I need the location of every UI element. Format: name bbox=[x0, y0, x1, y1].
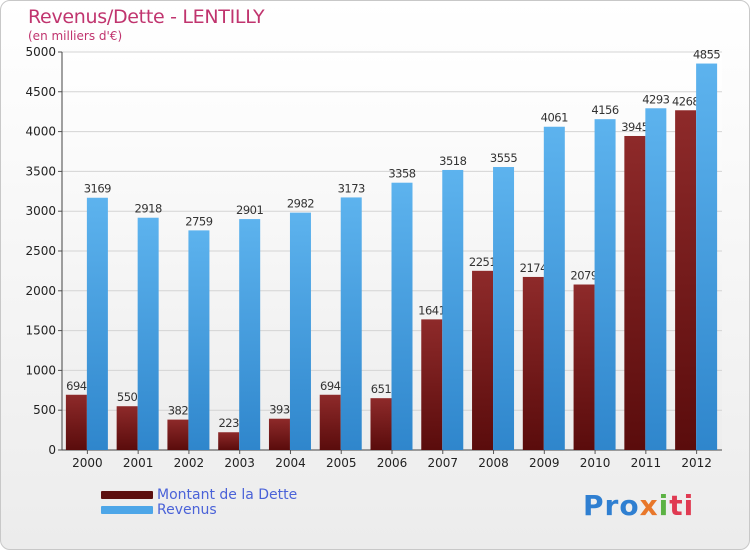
y-tick-label: 3000 bbox=[25, 204, 56, 218]
y-tick-label: 2000 bbox=[25, 284, 56, 298]
data-label-revenus: 3173 bbox=[338, 181, 365, 195]
data-label-dette: 550 bbox=[117, 390, 138, 404]
data-label-revenus: 3169 bbox=[84, 182, 111, 196]
x-tick-label: 2003 bbox=[224, 456, 255, 470]
y-tick-label: 4000 bbox=[25, 125, 56, 139]
bar-revenus bbox=[442, 169, 464, 450]
y-tick-label: 1500 bbox=[25, 324, 56, 338]
bar-revenus bbox=[594, 119, 616, 450]
bar-dette bbox=[116, 406, 138, 450]
x-tick-label: 2000 bbox=[72, 456, 103, 470]
data-label-revenus: 2759 bbox=[185, 214, 212, 228]
data-label-revenus: 4293 bbox=[642, 92, 669, 106]
data-label-dette: 694 bbox=[66, 379, 87, 393]
chart-title: Revenus/Dette - LENTILLY bbox=[28, 6, 265, 28]
legend-label-dette: Montant de la Dette bbox=[157, 486, 298, 503]
legend-label-revenus: Revenus bbox=[157, 501, 217, 518]
bar-revenus bbox=[391, 182, 413, 451]
bar-dette bbox=[65, 394, 87, 450]
bar-dette bbox=[421, 319, 443, 450]
data-label-revenus: 2901 bbox=[236, 203, 263, 217]
y-tick-label: 4500 bbox=[25, 85, 56, 99]
x-tick-label: 2005 bbox=[326, 456, 357, 470]
bar-revenus bbox=[86, 197, 108, 450]
data-label-dette: 1641 bbox=[418, 303, 445, 317]
x-tick-label: 2004 bbox=[275, 456, 306, 470]
x-tick-label: 2006 bbox=[377, 456, 408, 470]
bar-revenus bbox=[188, 230, 210, 450]
data-label-revenus: 4855 bbox=[693, 48, 720, 62]
data-label-revenus: 2982 bbox=[287, 197, 314, 211]
legend-swatch-dette bbox=[101, 490, 153, 499]
bar-dette bbox=[624, 135, 646, 450]
bar-revenus bbox=[289, 212, 311, 450]
y-tick-label: 5000 bbox=[25, 45, 56, 59]
data-label-revenus: 4156 bbox=[591, 103, 618, 117]
x-tick-label: 2010 bbox=[580, 456, 611, 470]
x-tick-label: 2002 bbox=[174, 456, 205, 470]
bar-dette bbox=[167, 419, 189, 450]
y-tick-label: 2500 bbox=[25, 244, 56, 258]
bar-dette bbox=[268, 418, 290, 450]
chart-subtitle: (en milliers d'€) bbox=[28, 29, 123, 43]
bar-dette bbox=[370, 398, 392, 450]
x-tick-label: 2011 bbox=[631, 456, 662, 470]
x-tick-label: 2007 bbox=[427, 456, 458, 470]
bar-dette bbox=[675, 110, 697, 450]
data-label-revenus: 3358 bbox=[388, 167, 415, 181]
bar-revenus bbox=[696, 63, 718, 451]
bar-revenus bbox=[239, 219, 261, 450]
legend: Montant de la Dette Revenus bbox=[101, 486, 298, 518]
data-label-dette: 382 bbox=[168, 404, 189, 418]
data-label-revenus: 2918 bbox=[135, 202, 162, 216]
data-label-dette: 2174 bbox=[520, 261, 547, 275]
bar-revenus bbox=[543, 126, 565, 451]
bar-revenus bbox=[493, 167, 515, 450]
x-tick-label: 2009 bbox=[529, 456, 560, 470]
bar-dette bbox=[573, 284, 595, 450]
bar-revenus bbox=[645, 108, 667, 451]
data-label-dette: 223 bbox=[218, 416, 239, 430]
data-label-dette: 3945 bbox=[621, 120, 648, 134]
legend-item-revenus: Revenus bbox=[101, 501, 297, 518]
y-tick-label: 0 bbox=[48, 443, 56, 457]
bar-revenus bbox=[340, 197, 362, 450]
bar-revenus bbox=[137, 217, 159, 450]
data-label-dette: 2251 bbox=[469, 255, 496, 269]
x-tick-label: 2008 bbox=[478, 456, 509, 470]
y-tick-label: 500 bbox=[33, 403, 56, 417]
bar-dette bbox=[319, 394, 341, 450]
data-label-dette: 694 bbox=[320, 379, 341, 393]
data-label-revenus: 4061 bbox=[541, 111, 568, 125]
data-label-dette: 2079 bbox=[570, 269, 597, 283]
y-tick-label: 1000 bbox=[25, 363, 56, 377]
data-label-dette: 393 bbox=[269, 403, 290, 417]
x-tick-label: 2001 bbox=[123, 456, 154, 470]
proxiti-logo: Proxiti bbox=[583, 489, 695, 522]
bar-dette bbox=[522, 276, 544, 450]
y-tick-label: 3500 bbox=[25, 164, 56, 178]
x-tick-label: 2012 bbox=[681, 456, 712, 470]
data-label-dette: 4268 bbox=[672, 94, 699, 108]
bar-dette bbox=[218, 432, 240, 450]
bar-dette bbox=[472, 270, 494, 450]
legend-item-dette: Montant de la Dette bbox=[101, 486, 298, 503]
data-label-revenus: 3555 bbox=[490, 151, 517, 165]
data-label-dette: 651 bbox=[371, 382, 392, 396]
data-label-revenus: 3518 bbox=[439, 154, 466, 168]
legend-swatch-revenus bbox=[101, 505, 153, 514]
